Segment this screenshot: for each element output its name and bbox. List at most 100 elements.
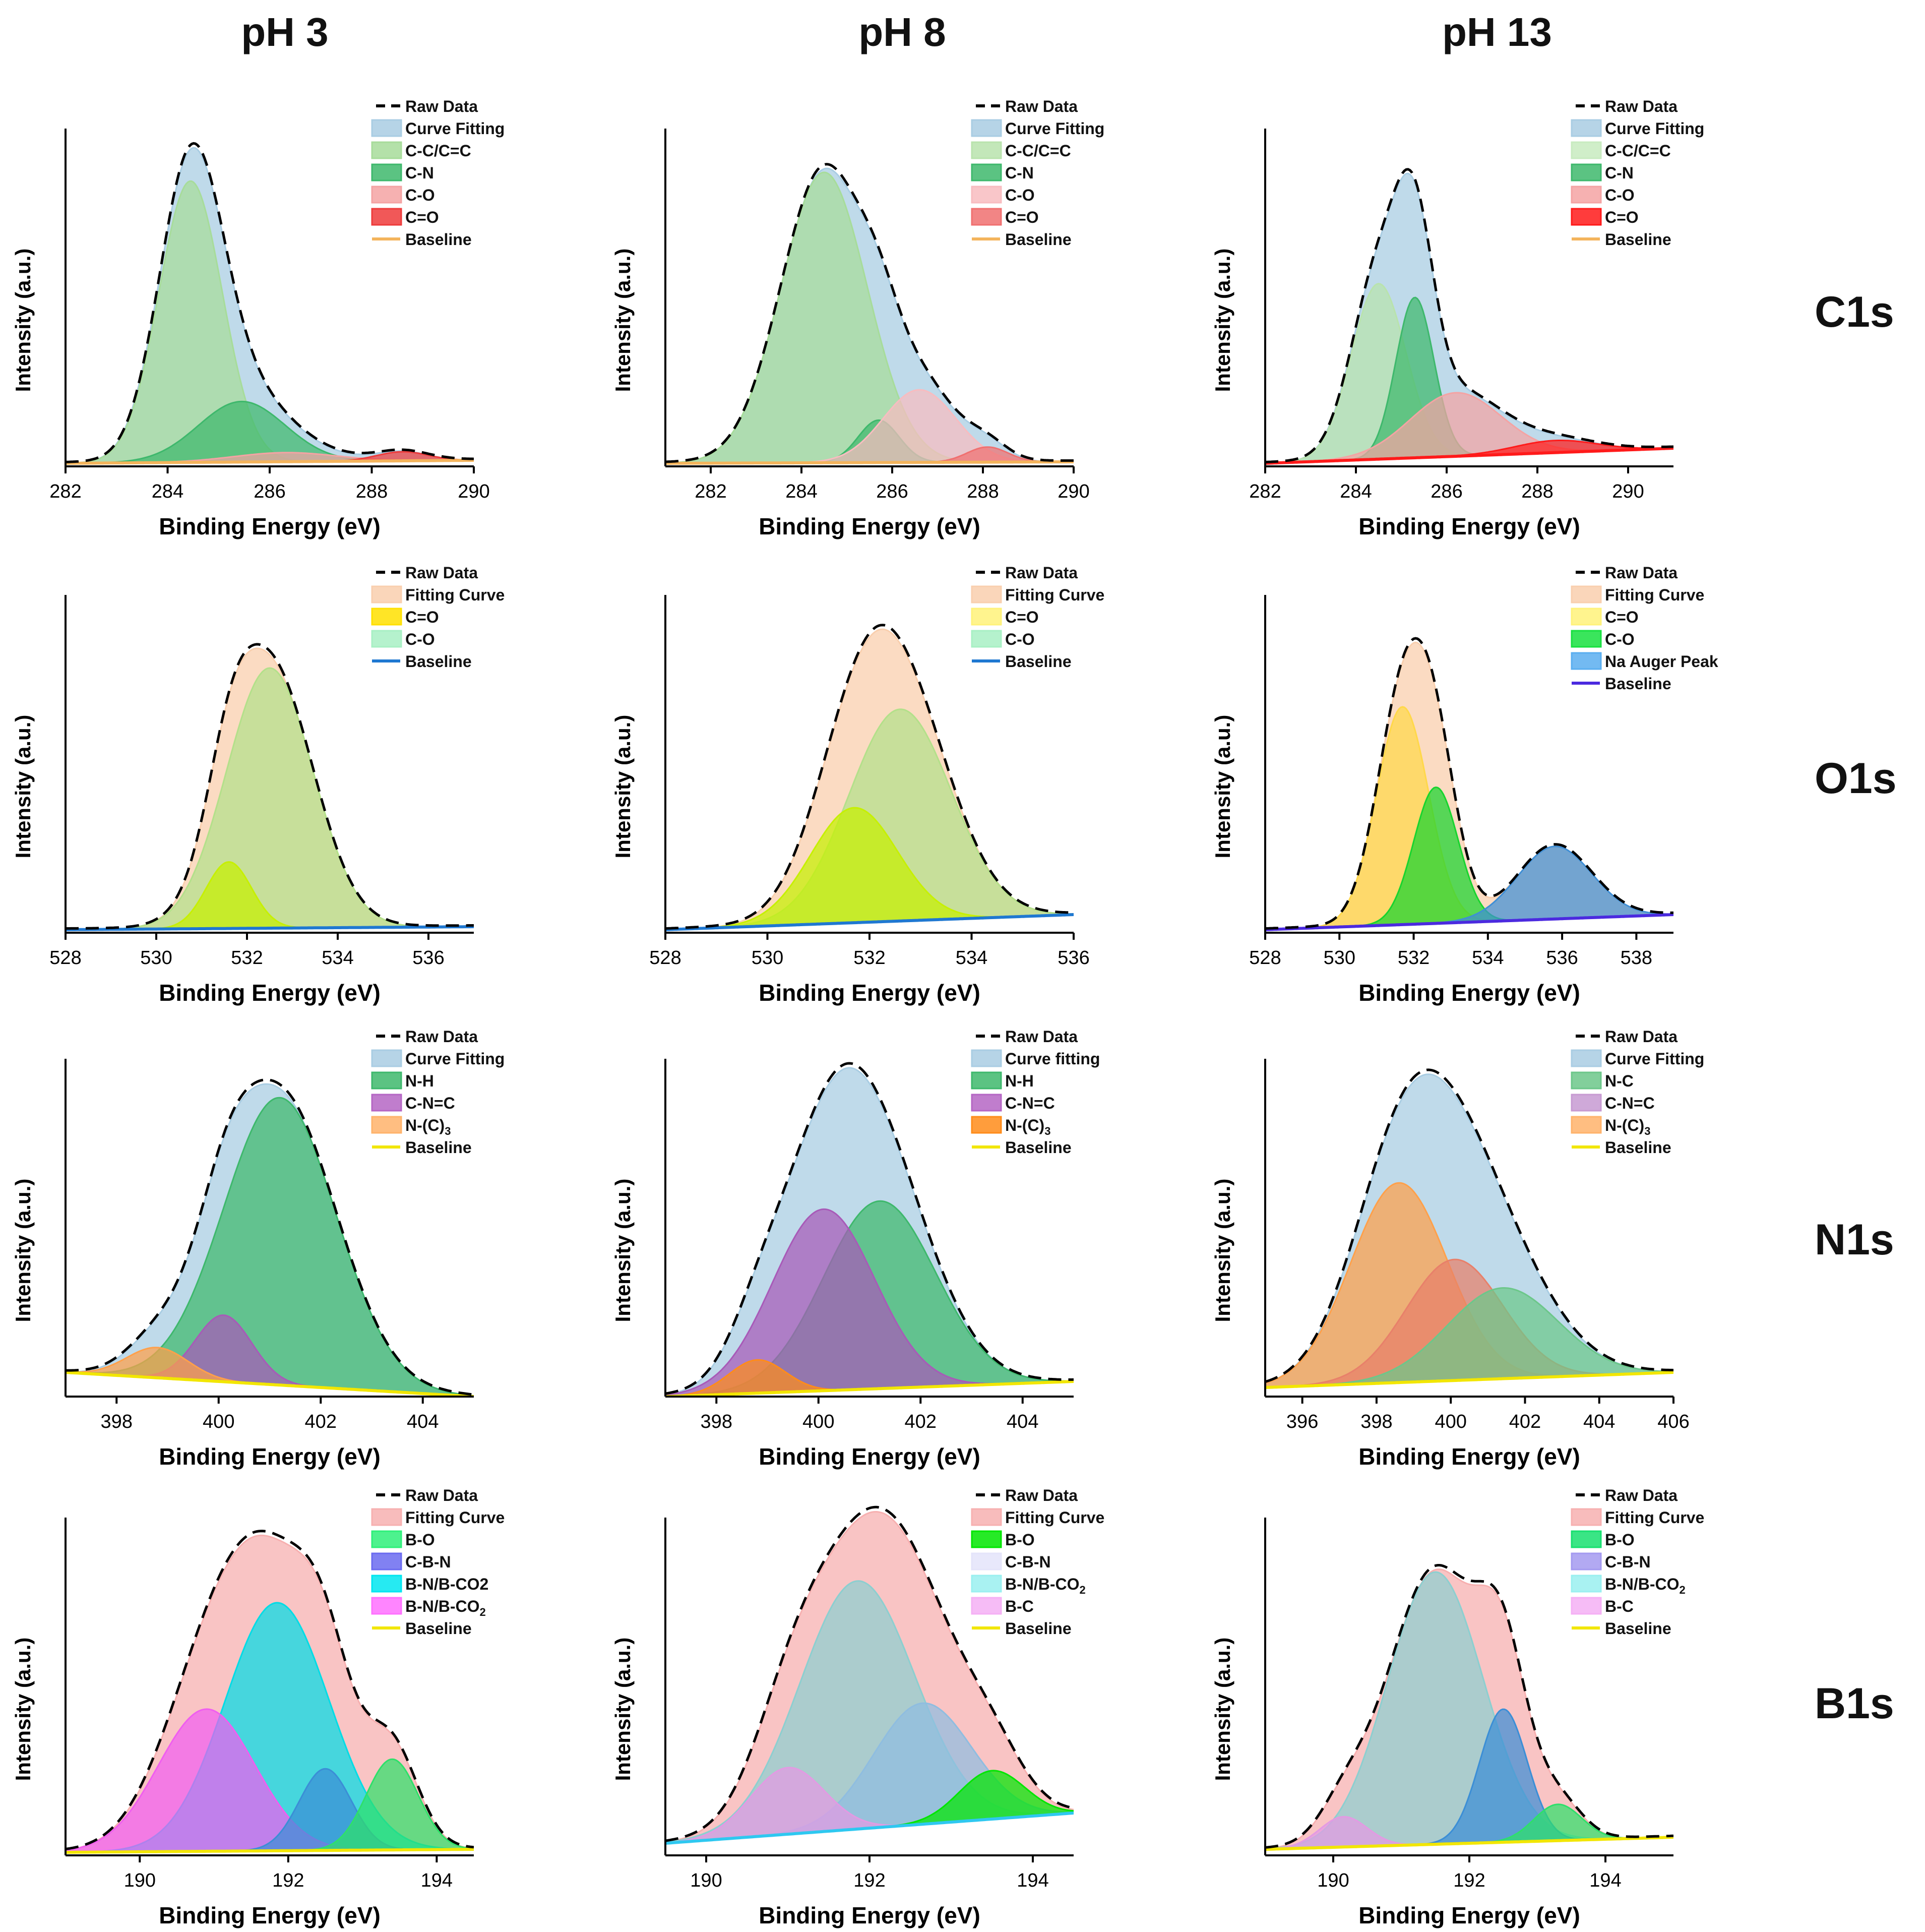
legend: Raw Data Fitting Curve C=O C-O Na Auger Peak… <box>1571 564 1718 693</box>
legend-swatch-box <box>1571 1094 1602 1112</box>
legend-label: C-C/C=C <box>1005 142 1071 160</box>
legend-label: N-(C)3 <box>405 1116 451 1137</box>
legend-label: C=O <box>1605 208 1639 226</box>
legend-label: C-O <box>1005 186 1035 204</box>
x-tick-label: 534 <box>1472 947 1504 969</box>
plot-area <box>66 142 474 465</box>
legend: Raw Data Curve Fitting C-C/C=C C-N C-O C=O Bas… <box>971 97 1104 249</box>
legend-label: Raw Data <box>1005 97 1078 115</box>
plot-area <box>665 1062 1074 1397</box>
y-axis-label: Intensity (a.u.) <box>611 249 635 392</box>
legend-swatch-box <box>1571 1530 1602 1548</box>
legend-label: Baseline <box>405 652 472 671</box>
x-tick-label: 532 <box>853 947 885 969</box>
legend-swatch-box <box>371 1116 402 1134</box>
x-tick-label: 190 <box>124 1870 156 1891</box>
x-tick-label: 400 <box>203 1411 234 1432</box>
x-tick-label: 286 <box>876 481 908 502</box>
x-axis-label: Binding Energy (eV) <box>759 513 980 539</box>
legend-swatch-box <box>971 1597 1002 1615</box>
plot-area <box>66 1078 474 1397</box>
legend-swatch-box <box>371 630 402 648</box>
legend-swatch-box <box>971 585 1002 603</box>
legend-swatch-box <box>371 1049 402 1067</box>
legend-label: Curve Fitting <box>1605 1050 1704 1068</box>
x-tick-label: 284 <box>1340 481 1372 502</box>
x-tick-label: 528 <box>649 947 681 969</box>
legend-swatch-box <box>1571 585 1602 603</box>
raw-data-line <box>665 624 1074 930</box>
x-tick-label: 282 <box>695 481 726 502</box>
legend-swatch-box <box>1571 1597 1602 1615</box>
legend-label: Curve Fitting <box>405 1050 505 1068</box>
x-tick-label: 538 <box>1621 947 1652 969</box>
legend-label: Baseline <box>1005 652 1072 671</box>
legend-label: Baseline <box>1605 1619 1671 1638</box>
legend-label: B-N/B-CO2 <box>405 1575 488 1593</box>
baseline-line <box>66 1848 474 1854</box>
x-axis-label: Binding Energy (eV) <box>1358 980 1580 1006</box>
x-tick-label: 192 <box>272 1870 304 1891</box>
row-label-b1s: B1s <box>1815 1679 1894 1728</box>
legend-label: C=O <box>1005 208 1039 226</box>
x-tick-label: 288 <box>1521 481 1553 502</box>
y-axis-label: Intensity (a.u.) <box>1211 1179 1234 1322</box>
legend-swatch-box <box>371 1071 402 1090</box>
legend-swatch-box <box>371 119 402 137</box>
plot-area <box>665 624 1074 931</box>
raw-data-line <box>66 643 474 930</box>
plot-area <box>1265 1564 1673 1851</box>
legend-swatch-box <box>1571 1071 1602 1090</box>
chart-n1s-ph3: 398 400 402 404 Binding Energy (eV) Intensity… <box>11 1028 505 1470</box>
legend-label: Raw Data <box>405 564 478 582</box>
raw-data-line <box>1265 1068 1673 1383</box>
x-tick-label: 282 <box>49 481 81 502</box>
plot-area <box>1265 637 1673 931</box>
legend-swatch-box <box>971 1508 1002 1526</box>
legend-label: Fitting Curve <box>405 586 505 604</box>
x-tick-label: 284 <box>152 481 183 502</box>
legend-swatch-box <box>971 1552 1002 1571</box>
legend-label: Raw Data <box>1005 1028 1078 1046</box>
legend: Raw Data Fitting Curve B-O C-B-N B-N/B-CO2 B-… <box>371 1486 505 1638</box>
legend-label: B-O <box>1005 1531 1035 1549</box>
column-title-ph3: pH 3 <box>241 10 329 54</box>
x-tick-label: 404 <box>1583 1411 1615 1432</box>
legend-swatch-box <box>971 208 1002 226</box>
legend-swatch-box <box>1571 652 1602 670</box>
legend-label: C=O <box>1005 608 1039 626</box>
x-tick-label: 398 <box>1360 1411 1392 1432</box>
chart-c1s-ph13: 282 284 286 288 290 Binding Energy (eV) Intens… <box>1211 97 1704 539</box>
x-tick-label: 404 <box>1007 1411 1038 1432</box>
x-tick-label: 532 <box>231 947 263 969</box>
row-label-c1s: C1s <box>1815 288 1894 336</box>
x-tick-label: 288 <box>967 481 999 502</box>
x-tick-label: 530 <box>1324 947 1355 969</box>
baseline-line <box>665 1812 1074 1845</box>
legend-swatch-box <box>1571 141 1602 159</box>
x-tick-label: 528 <box>49 947 81 969</box>
x-tick-label: 194 <box>1017 1870 1048 1891</box>
legend-label: Curve fitting <box>1005 1050 1100 1068</box>
legend-label: B-O <box>405 1531 435 1549</box>
x-tick-label: 536 <box>412 947 444 969</box>
x-axis-label: Binding Energy (eV) <box>159 980 381 1006</box>
legend-label: Raw Data <box>1605 97 1678 115</box>
legend-label: Baseline <box>1005 1619 1072 1638</box>
legend-swatch-box <box>971 1575 1002 1593</box>
plot-area <box>1265 168 1673 465</box>
x-tick-label: 534 <box>322 947 353 969</box>
chart-b1s-ph13: 190 192 194 Binding Energy (eV) Intensity (a… <box>1211 1486 1704 1928</box>
legend-swatch-box <box>371 1530 402 1548</box>
legend-swatch-box <box>1571 119 1602 137</box>
y-axis-label: Intensity (a.u.) <box>611 715 635 859</box>
legend-label: Raw Data <box>405 97 478 115</box>
raw-data-line <box>66 1530 474 1850</box>
baseline-line <box>1265 913 1673 931</box>
x-axis-label: Binding Energy (eV) <box>759 1902 980 1928</box>
legend-label: Raw Data <box>405 1028 478 1046</box>
legend-label: B-N/B-CO2 <box>1005 1575 1086 1596</box>
plot-area <box>1265 1068 1673 1389</box>
legend-label: Fitting Curve <box>1605 1508 1704 1527</box>
